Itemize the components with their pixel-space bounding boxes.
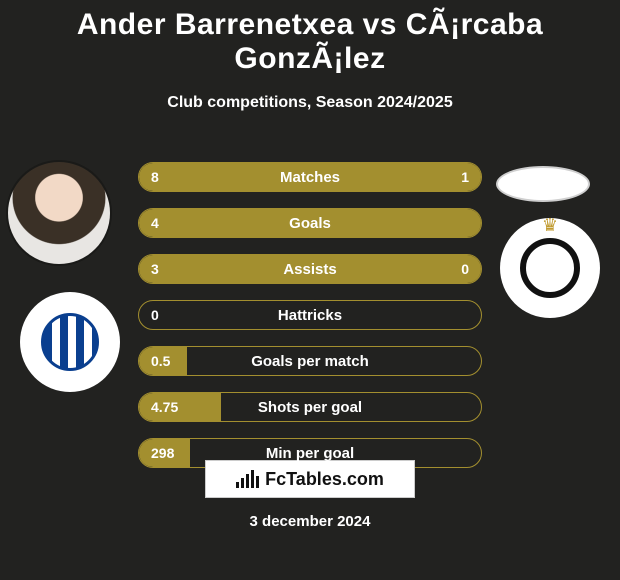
club-left-logo [20,292,120,392]
crown-icon: ♛ [542,215,558,236]
stat-row: 4.75 Shots per goal [138,392,482,422]
club-right-logo: ♛ [500,218,600,318]
stat-label: Min per goal [139,445,481,462]
player-right-avatar [496,166,590,202]
stat-row: 3 Assists 0 [138,254,482,284]
stat-label: Goals per match [139,353,481,370]
comparison-content: ♛ 8 Matches 1 4 Goals 3 Assists 0 0 Hatt… [0,142,620,482]
bars-icon [236,470,259,488]
stat-row: 8 Matches 1 [138,162,482,192]
branding-text: FcTables.com [265,469,384,490]
stat-label: Shots per goal [139,399,481,416]
player-left-avatar [8,162,110,264]
comparison-title: Ander Barrenetxea vs CÃ¡rcaba GonzÃ¡lez [0,0,620,76]
stat-label: Goals [139,215,481,232]
stat-row: 0.5 Goals per match [138,346,482,376]
comparison-subtitle: Club competitions, Season 2024/2025 [0,94,620,112]
club-right-logo-inner [520,238,580,298]
stats-panel: 8 Matches 1 4 Goals 3 Assists 0 0 Hattri… [138,162,482,484]
stat-row: 4 Goals [138,208,482,238]
branding-link[interactable]: FcTables.com [205,460,415,498]
stat-row: 0 Hattricks [138,300,482,330]
stat-right-value: 0 [461,261,469,277]
stat-label: Assists [139,261,481,278]
stat-right-value: 1 [461,169,469,185]
snapshot-date: 3 december 2024 [0,513,620,530]
stat-label: Matches [139,169,481,186]
stat-label: Hattricks [139,307,481,324]
club-left-logo-inner [41,313,99,371]
